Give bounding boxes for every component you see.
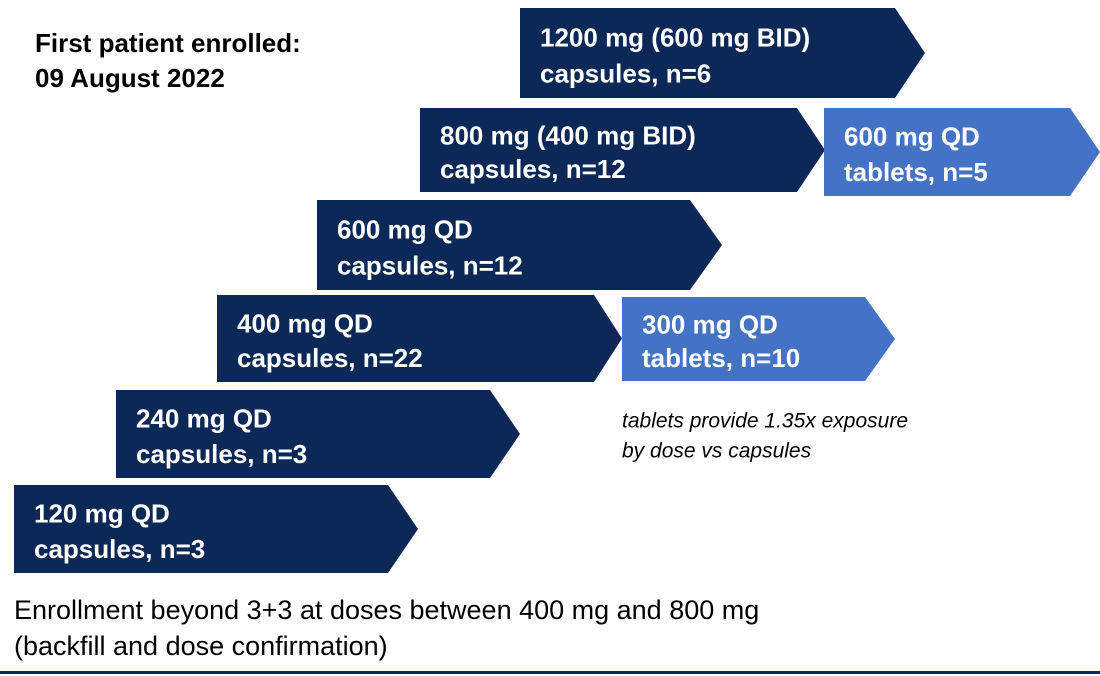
footer-line: Enrollment beyond 3+3 at doses between 4… (14, 595, 759, 625)
note-line: by dose vs capsules (622, 440, 812, 463)
step-label: 1200 mg (600 mg BID) (540, 22, 810, 52)
bottom-rule (0, 671, 1100, 674)
step-arrow (116, 390, 520, 478)
step-label: capsules, n=3 (34, 534, 205, 564)
step-arrow (317, 200, 722, 290)
step-arrow (824, 108, 1100, 196)
step-label: 400 mg QD (237, 308, 373, 338)
step-label: 120 mg QD (34, 499, 170, 529)
step-label: 600 mg QD (337, 214, 473, 244)
step-label: capsules, n=3 (136, 439, 307, 469)
step-arrow (622, 297, 895, 381)
note-line: tablets provide 1.35x exposure (622, 410, 908, 433)
step-label: tablets, n=5 (844, 157, 988, 187)
header-line: First patient enrolled: (35, 28, 301, 58)
step-arrow (217, 295, 622, 382)
step-label: capsules, n=6 (540, 58, 711, 88)
step-arrow (420, 108, 825, 192)
step-label: 300 mg QD (642, 309, 778, 339)
step-label: capsules, n=12 (337, 250, 523, 280)
step-label: 800 mg (400 mg BID) (440, 120, 696, 150)
step-label: capsules, n=22 (237, 343, 423, 373)
footer-line: (backfill and dose confirmation) (14, 631, 388, 661)
step-arrow (520, 8, 925, 98)
step-label: 600 mg QD (844, 122, 980, 152)
step-label: 240 mg QD (136, 404, 272, 434)
step-label: tablets, n=10 (642, 343, 800, 373)
header-line: 09 August 2022 (35, 63, 225, 93)
step-label: capsules, n=12 (440, 154, 626, 184)
step-arrow (14, 485, 418, 573)
